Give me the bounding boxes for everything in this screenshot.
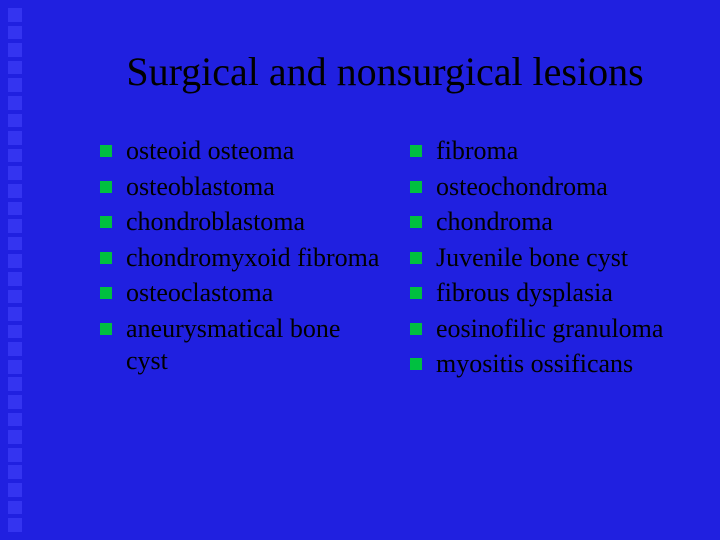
- bullet-icon: [410, 358, 422, 370]
- bullet-icon: [410, 216, 422, 228]
- list-item-text: fibrous dysplasia: [436, 277, 613, 310]
- list-item: osteoclastoma: [100, 277, 380, 310]
- bullet-icon: [410, 252, 422, 264]
- columns-container: osteoid osteomaosteoblastomachondroblast…: [100, 135, 690, 381]
- list-item: chondroma: [410, 206, 690, 239]
- bullet-icon: [100, 181, 112, 193]
- list-item-text: aneurysmatical bone cyst: [126, 313, 380, 378]
- list-item: eosinofilic granuloma: [410, 313, 690, 346]
- list-item: aneurysmatical bone cyst: [100, 313, 380, 378]
- slide-title: Surgical and nonsurgical lesions: [80, 48, 690, 95]
- list-item-text: osteoid osteoma: [126, 135, 294, 168]
- list-item: osteoid osteoma: [100, 135, 380, 168]
- list-item-text: fibroma: [436, 135, 518, 168]
- left-column: osteoid osteomaosteoblastomachondroblast…: [100, 135, 380, 381]
- list-item-text: osteoclastoma: [126, 277, 273, 310]
- bullet-icon: [410, 287, 422, 299]
- list-item-text: osteoblastoma: [126, 171, 275, 204]
- bullet-icon: [410, 323, 422, 335]
- list-item: osteochondroma: [410, 171, 690, 204]
- bullet-icon: [100, 323, 112, 335]
- right-column: fibromaosteochondromachondromaJuvenile b…: [410, 135, 690, 381]
- list-item-text: chondromyxoid fibroma: [126, 242, 379, 275]
- list-item-text: eosinofilic granuloma: [436, 313, 663, 346]
- list-item: myositis ossificans: [410, 348, 690, 381]
- list-item: fibroma: [410, 135, 690, 168]
- bullet-icon: [410, 181, 422, 193]
- bullet-icon: [100, 216, 112, 228]
- bullet-icon: [100, 145, 112, 157]
- list-item: fibrous dysplasia: [410, 277, 690, 310]
- list-item: Juvenile bone cyst: [410, 242, 690, 275]
- list-item-text: chondroblastoma: [126, 206, 305, 239]
- slide-content: Surgical and nonsurgical lesions osteoid…: [0, 0, 720, 540]
- bullet-icon: [410, 145, 422, 157]
- list-item-text: chondroma: [436, 206, 553, 239]
- list-item: osteoblastoma: [100, 171, 380, 204]
- list-item-text: osteochondroma: [436, 171, 608, 204]
- bullet-icon: [100, 252, 112, 264]
- bullet-icon: [100, 287, 112, 299]
- list-item: chondroblastoma: [100, 206, 380, 239]
- list-item-text: myositis ossificans: [436, 348, 633, 381]
- list-item: chondromyxoid fibroma: [100, 242, 380, 275]
- list-item-text: Juvenile bone cyst: [436, 242, 628, 275]
